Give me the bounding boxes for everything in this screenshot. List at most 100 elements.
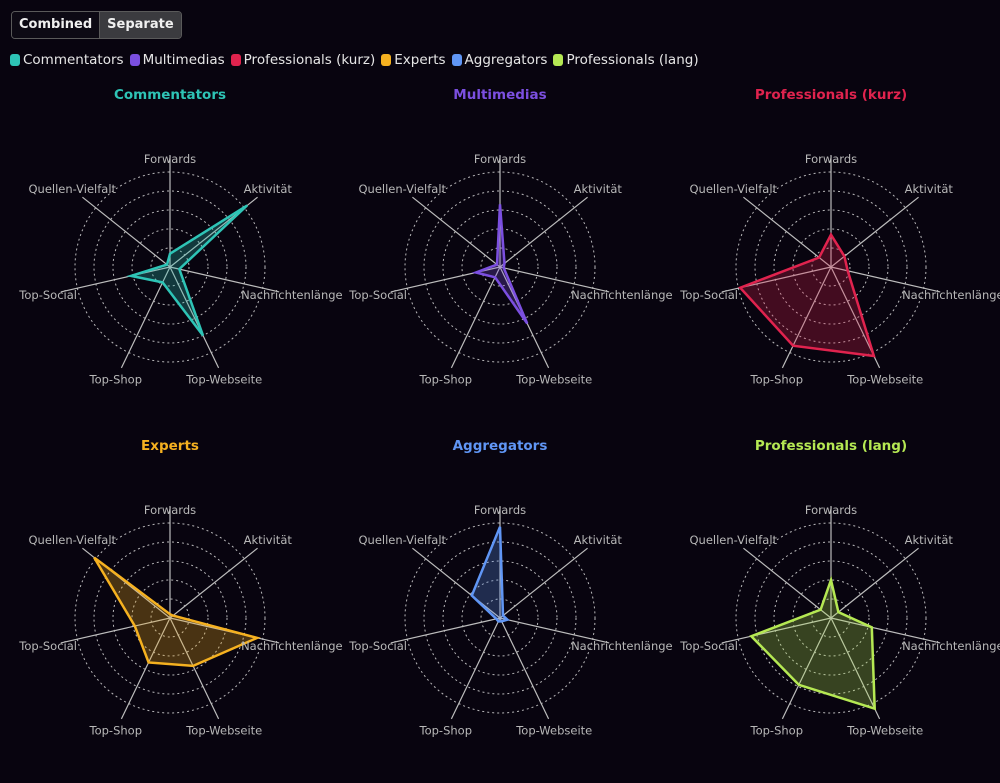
axis-line	[412, 196, 501, 268]
series-polygon	[749, 575, 877, 711]
axis-line	[830, 266, 941, 293]
legend-item-professionals-lang[interactable]: Professionals (lang)	[553, 52, 699, 68]
grid-ring	[754, 541, 908, 695]
radar-chart: Multimedias Forwards Aktivität Nachrichtenl…	[348, 87, 672, 387]
grid-ring	[773, 209, 889, 325]
legend-swatch	[129, 54, 140, 66]
axis-line	[721, 617, 832, 644]
legend-item-aggregators[interactable]: Aggregators	[451, 52, 548, 68]
legend-swatch	[451, 54, 462, 66]
grid-ring	[792, 228, 870, 306]
radar-chart: Experts Forwards Aktivität Nachrichtenlänge…	[18, 438, 342, 738]
axis-label: Top-Webseite	[846, 373, 923, 387]
axis-line	[60, 617, 171, 644]
axis-label: Nachrichtenlänge	[241, 288, 343, 302]
axis-line	[499, 547, 588, 619]
axis-label: Nachrichtenlänge	[571, 288, 673, 302]
grid-ring	[480, 247, 520, 287]
grid-ring	[131, 579, 209, 657]
axis-line	[450, 266, 501, 369]
axis-line	[169, 266, 280, 293]
axis-line	[412, 547, 501, 619]
chart-title: Professionals (lang)	[755, 438, 907, 454]
axis-label: Forwards	[474, 152, 526, 166]
axis-label: Top-Webseite	[185, 373, 262, 387]
grid-ring	[480, 598, 520, 638]
axis-line	[499, 617, 550, 720]
axis-line	[743, 196, 832, 268]
legend-item-commentators[interactable]: Commentators	[10, 52, 124, 68]
radar-chart: Professionals (lang) Forwards Aktivität Nac…	[679, 438, 1000, 738]
axis-line	[169, 547, 258, 619]
axis-line	[120, 617, 171, 720]
axis-line	[781, 617, 832, 720]
axis-line	[830, 196, 919, 268]
separate-button[interactable]: Separate	[99, 12, 181, 38]
axis-label: Top-Social	[18, 639, 77, 653]
chart-title: Experts	[141, 438, 199, 454]
view-toggle: Combined Separate	[11, 11, 182, 39]
grid-ring	[112, 209, 228, 325]
legend-label: Aggregators	[464, 52, 548, 68]
axis-label: Top-Shop	[89, 724, 142, 738]
axis-label: Nachrichtenlänge	[571, 639, 673, 653]
radar-chart: Professionals (kurz) Forwards Aktivität Nac…	[679, 87, 1000, 387]
grid-ring	[423, 541, 577, 695]
radar-chart: Aggregators Forwards Aktivität Nachrichtenl…	[348, 438, 672, 738]
axis-label: Top-Shop	[750, 373, 803, 387]
legend-item-experts[interactable]: Experts	[381, 52, 446, 68]
axis-line	[830, 617, 881, 720]
grid-ring	[442, 560, 558, 676]
grid-ring	[112, 560, 228, 676]
axis-label: Forwards	[144, 152, 196, 166]
axis-label: Aktivität	[244, 533, 293, 547]
axis-label: Quellen-Vielfalt	[29, 182, 117, 196]
axis-line	[82, 196, 171, 268]
legend-label: Multimedias	[142, 52, 225, 68]
axis-label: Aktivität	[574, 182, 623, 196]
grid-ring	[461, 228, 539, 306]
grid-ring	[150, 598, 190, 638]
legend-label: Professionals (lang)	[566, 52, 699, 68]
axis-label: Top-Social	[348, 639, 407, 653]
axis-line	[169, 617, 220, 720]
legend-label: Experts	[394, 52, 446, 68]
axis-label: Top-Social	[348, 288, 407, 302]
axis-label: Top-Social	[679, 288, 738, 302]
legend-swatch	[553, 54, 564, 66]
chart-title: Aggregators	[453, 438, 548, 454]
legend-label: Commentators	[23, 52, 124, 68]
grid-ring	[773, 560, 889, 676]
chart-title: Multimedias	[453, 87, 546, 103]
series-polygon	[93, 556, 261, 668]
legend-swatch	[10, 54, 20, 66]
legend-item-professionals-kurz[interactable]: Professionals (kurz)	[230, 52, 375, 68]
grid-ring	[150, 247, 190, 287]
axis-label: Nachrichtenlänge	[902, 288, 1000, 302]
grid-ring	[792, 579, 870, 657]
combined-button[interactable]: Combined	[12, 12, 100, 38]
grid-ring	[811, 247, 851, 287]
chart-title: Commentators	[114, 87, 226, 103]
axis-line	[60, 266, 171, 293]
grid-ring	[93, 190, 247, 344]
axis-label: Top-Webseite	[185, 724, 262, 738]
chart-title: Professionals (kurz)	[755, 87, 907, 103]
grid-ring	[442, 209, 558, 325]
grid-ring	[93, 541, 247, 695]
axis-label: Top-Webseite	[846, 724, 923, 738]
grid-ring	[461, 579, 539, 657]
axis-line	[169, 266, 220, 369]
axis-label: Top-Social	[18, 288, 77, 302]
grid-ring	[754, 190, 908, 344]
axis-label: Aktivität	[905, 533, 954, 547]
axis-label: Top-Webseite	[515, 724, 592, 738]
legend-swatch	[230, 54, 241, 66]
axis-label: Top-Shop	[419, 373, 472, 387]
axis-line	[390, 617, 501, 644]
axis-line	[830, 547, 919, 619]
axis-label: Quellen-Vielfalt	[359, 182, 447, 196]
grid-ring	[131, 228, 209, 306]
legend-item-multimedias[interactable]: Multimedias	[129, 52, 225, 68]
axis-label: Top-Social	[679, 639, 738, 653]
